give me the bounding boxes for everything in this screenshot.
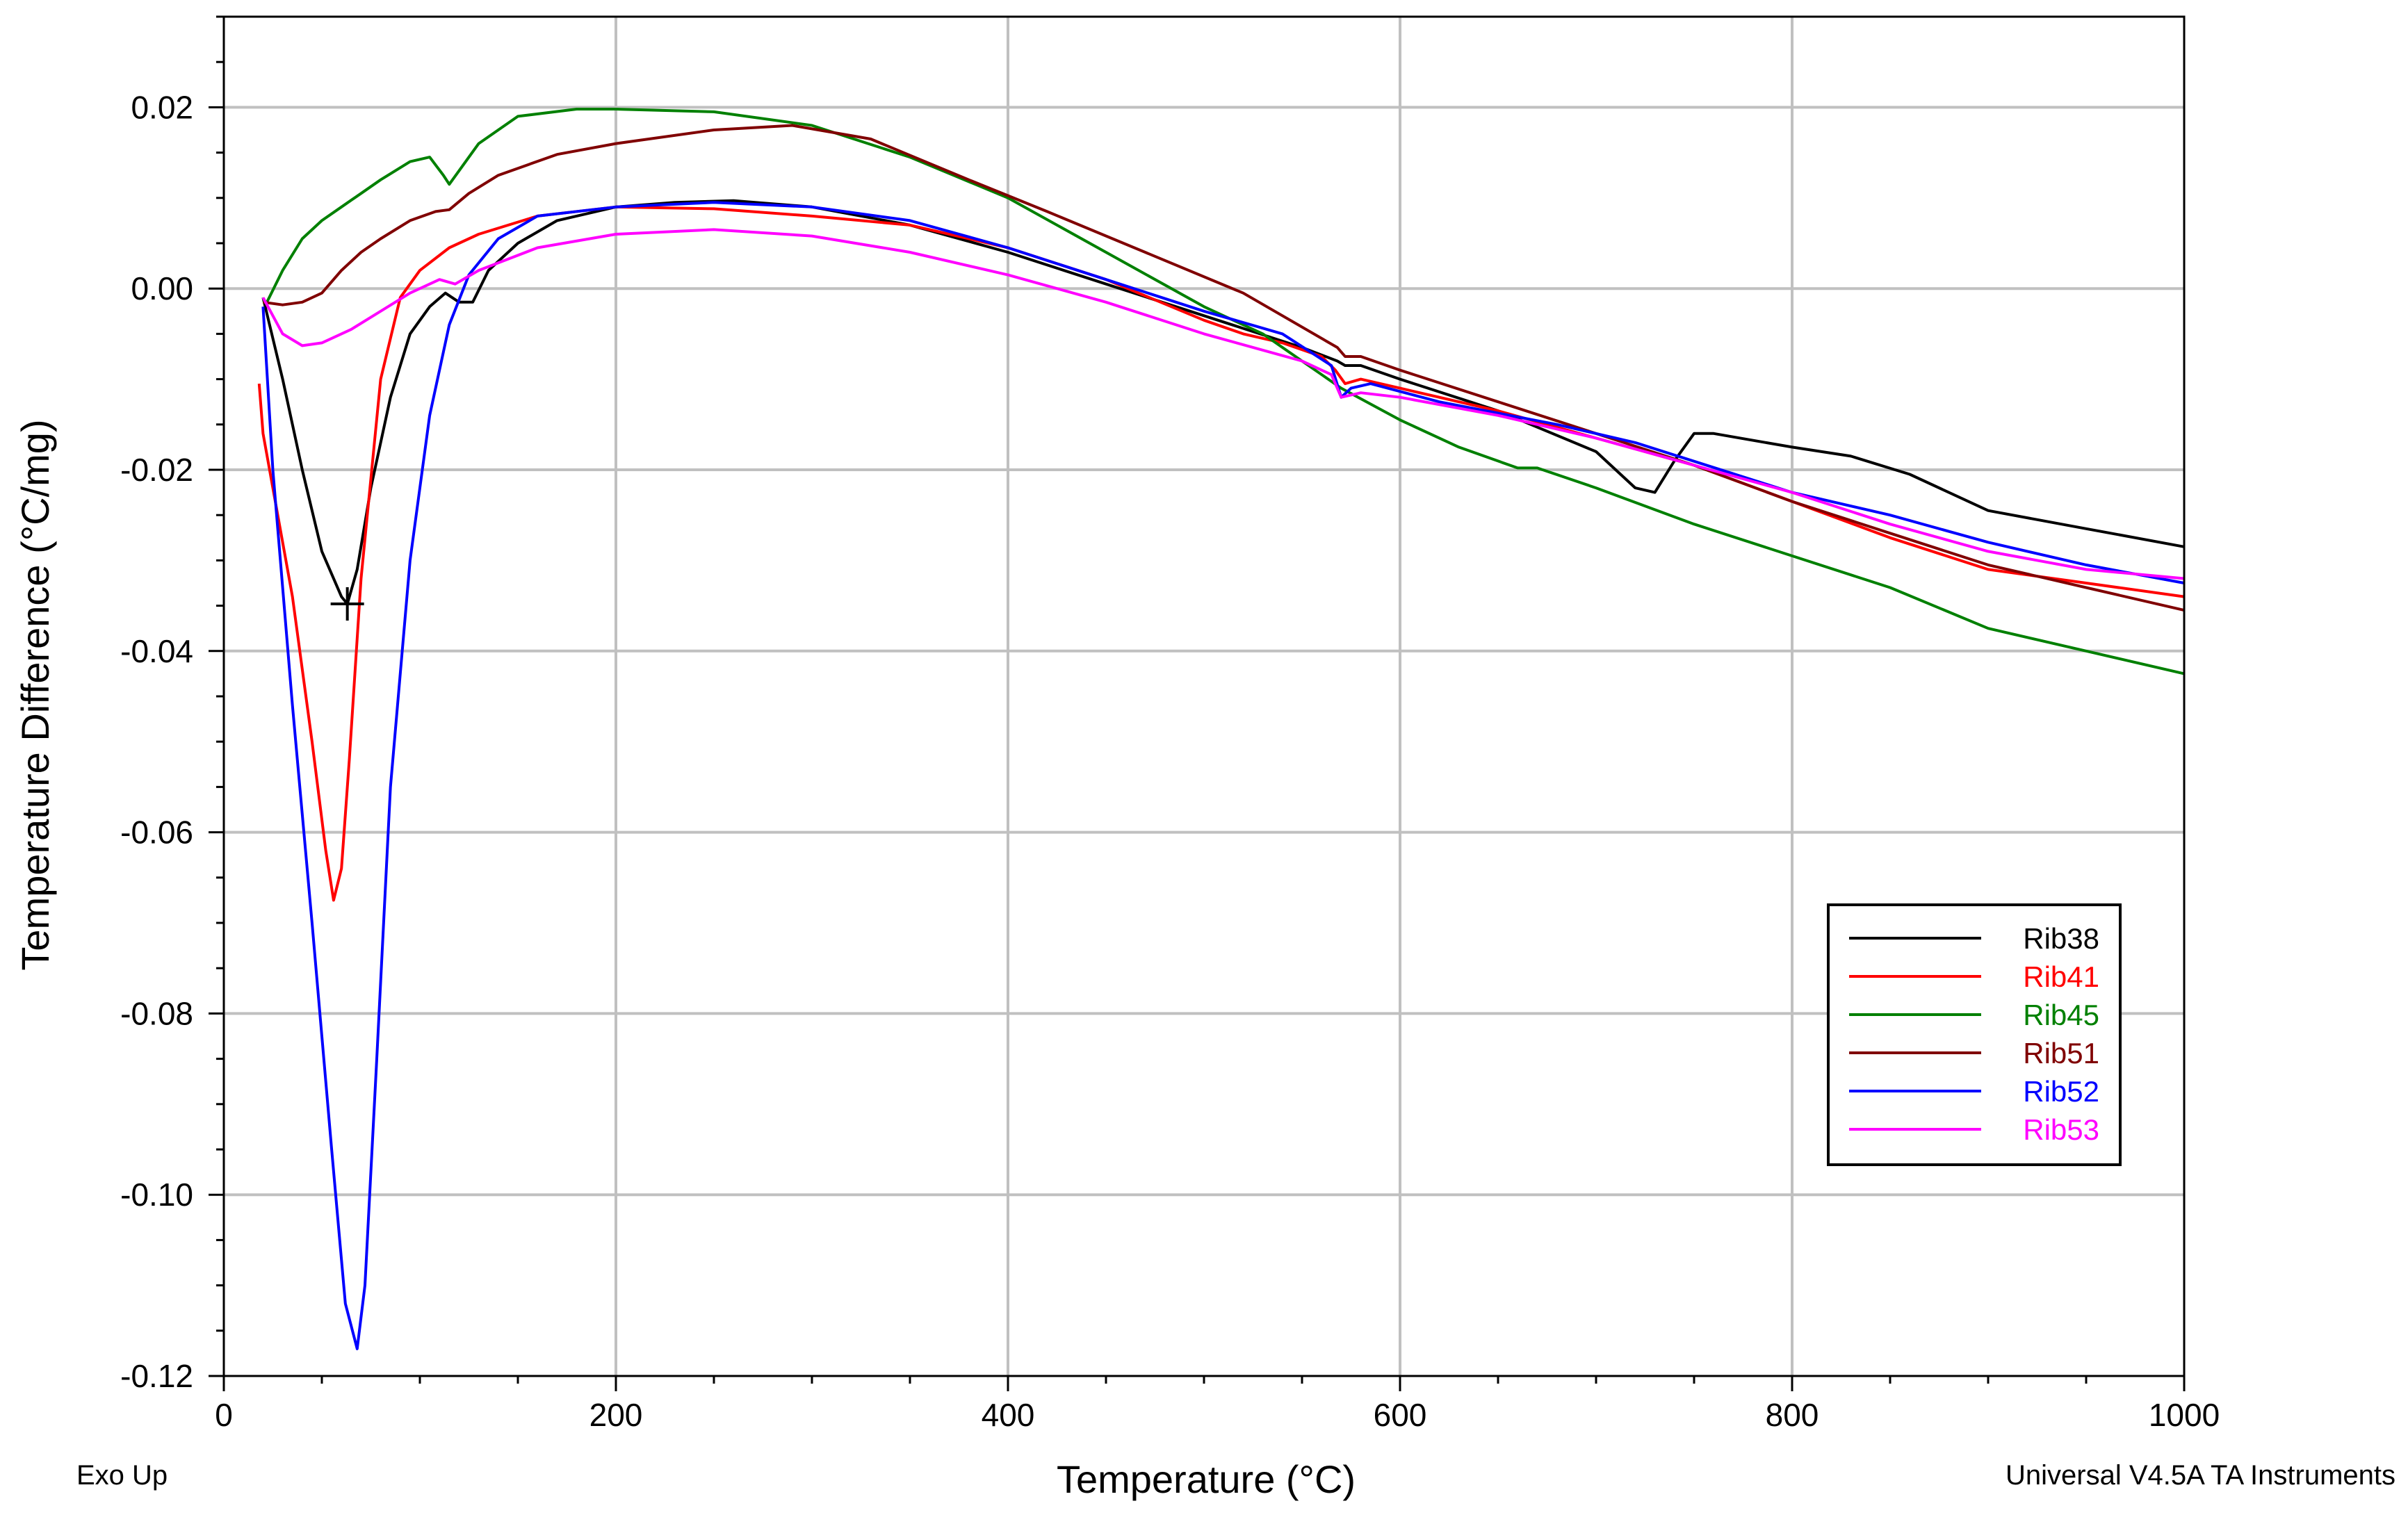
- y-tick-label-4: -0.06: [120, 814, 193, 851]
- series-line-rib45: [266, 108, 2185, 675]
- y-tick-label-3: -0.04: [120, 633, 193, 669]
- legend-label-rib53: Rib53: [2023, 1113, 2099, 1146]
- series-line-rib41: [257, 205, 2185, 902]
- y-tick-label-0: 0.02: [131, 89, 193, 125]
- series-line-rib52: [261, 201, 2185, 1350]
- x-tick-label-0: 0: [215, 1397, 233, 1433]
- legend-label-rib45: Rib45: [2023, 999, 2099, 1031]
- x-tick-label-4: 800: [1766, 1397, 1819, 1433]
- series-line-rib38: [261, 199, 2185, 605]
- y-tick-label-6: -0.10: [120, 1177, 193, 1213]
- x-tick-label-3: 600: [1374, 1397, 1427, 1433]
- y-tick-label-1: 0.00: [131, 270, 193, 306]
- x-axis-title: Temperature (°C): [1057, 1457, 1356, 1501]
- y-tick-label-7: -0.12: [120, 1358, 193, 1394]
- legend-label-rib38: Rib38: [2023, 922, 2099, 955]
- series-line-rib53: [261, 228, 2185, 580]
- series-layer: [257, 108, 2185, 1350]
- x-tick-label-2: 400: [982, 1397, 1035, 1433]
- legend-label-rib41: Rib41: [2023, 960, 2099, 993]
- y-tick-label-2: -0.02: [120, 452, 193, 488]
- footer-instrument: Universal V4.5A TA Instruments: [2006, 1460, 2395, 1491]
- x-tick-label-5: 1000: [2149, 1397, 2220, 1433]
- series-line-rib51: [263, 124, 2185, 612]
- grid-layer: [224, 17, 2184, 1376]
- plot-frame: [222, 15, 2186, 1377]
- legend-label-rib51: Rib51: [2023, 1037, 2099, 1070]
- x-tick-label-1: 200: [589, 1397, 643, 1433]
- legend-label-rib52: Rib52: [2023, 1075, 2099, 1108]
- marker-layer: [330, 587, 364, 621]
- axis-layer: 0 200 400 600 800 1000 0.02 0.00 -0.02 -0.04 -0.06…: [120, 15, 2220, 1433]
- legend: Rib38 Rib41 Rib45 Rib51 Rib52 Rib53: [1827, 903, 2122, 1166]
- y-tick-label-5: -0.08: [120, 995, 193, 1031]
- footer-exo-up: Exo Up: [76, 1460, 168, 1491]
- legend-box: [1827, 903, 2122, 1166]
- y-axis-title: Temperature Difference (°C/mg): [13, 419, 57, 970]
